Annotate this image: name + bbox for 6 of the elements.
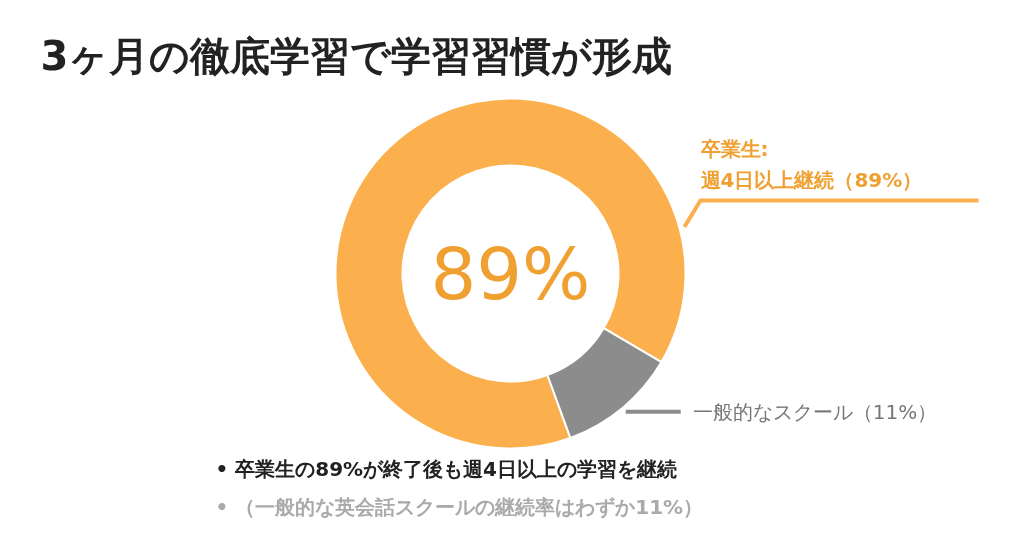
text: • （一般的な英会話スクールの継続率はわずか11%） <box>215 494 704 519</box>
chart-title: 3ヶ月の徹底学習で学習習慣が形成 <box>40 32 673 79</box>
text: 89% <box>430 231 591 316</box>
slice-label: 卒業生: 週4日以上継続（89%） <box>699 137 923 193</box>
slice-label: 一般的なスクール（11%） <box>692 399 938 424</box>
text: • 卒業生の89%が終了後も週4日以上の学習を継続 <box>215 456 678 481</box>
